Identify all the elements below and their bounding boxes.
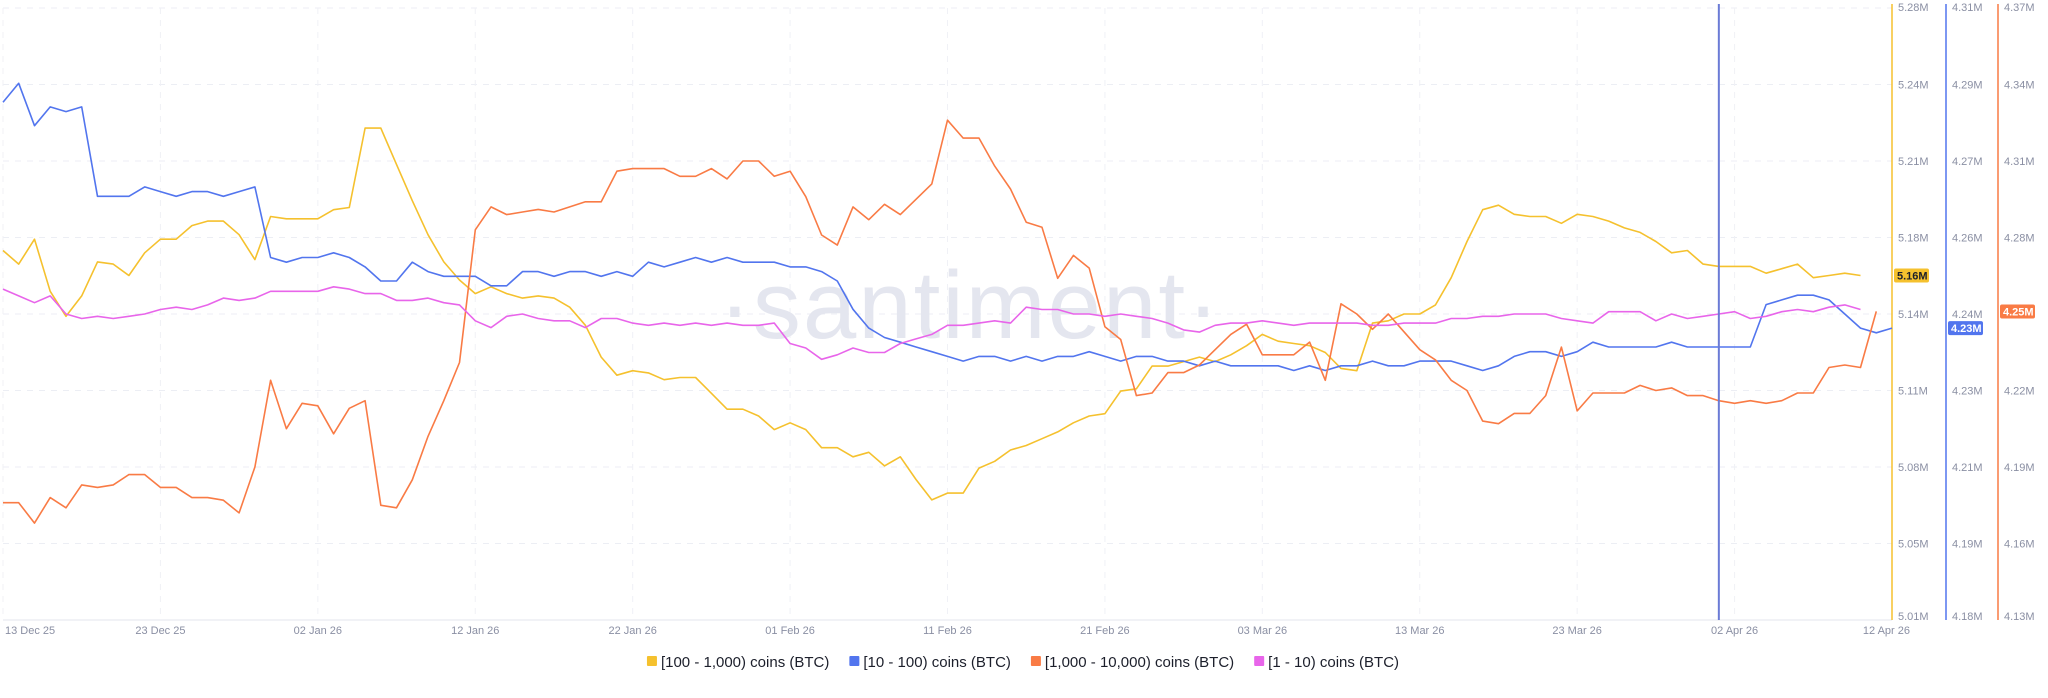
last-value-label: 4.25M bbox=[2003, 306, 2034, 318]
axes-layer: 13 Dec 25 23 Dec 25 02 Jan 26 12 Jan 26 22 J… bbox=[3, 2, 2035, 637]
legend-swatch-1 bbox=[849, 656, 860, 666]
y-tick-label: 5.14M bbox=[1898, 309, 1929, 321]
legend: [100 - 1,000) coins (BTC) [10 - 100) coin… bbox=[646, 654, 1399, 671]
legend-label-1: [10 - 100) coins (BTC) bbox=[863, 654, 1011, 671]
series-line-3 bbox=[2, 285, 1861, 361]
y-tick-label: 4.34M bbox=[2004, 80, 2035, 92]
labels-layer: 5.16M 4.23M 4.25M bbox=[1894, 268, 2035, 336]
y-tick-label: 4.16M bbox=[2004, 539, 2035, 551]
y-tick-label: 5.11M bbox=[1898, 386, 1928, 398]
y-tick-label: 5.21M bbox=[1898, 156, 1929, 168]
x-tick-label: 11 Feb 26 bbox=[923, 625, 972, 637]
y-tick-label: 4.13M bbox=[2004, 611, 2035, 623]
y-tick-label: 4.19M bbox=[2004, 462, 2035, 474]
y-tick-label: 4.29M bbox=[1952, 80, 1983, 92]
x-tick-label: 01 Feb 26 bbox=[765, 625, 815, 637]
x-tick-label: 23 Mar 26 bbox=[1552, 625, 1602, 637]
legend-label-0: [100 - 1,000) coins (BTC) bbox=[661, 654, 829, 671]
legend-swatch-0 bbox=[646, 656, 657, 666]
y-tick-label: 4.27M bbox=[1952, 156, 1983, 168]
y-tick-label: 4.31M bbox=[1952, 2, 1983, 14]
y-tick-label: 5.01M bbox=[1898, 611, 1929, 623]
y-tick-label: 5.05M bbox=[1898, 539, 1929, 551]
y-tick-label: 4.19M bbox=[1952, 539, 1983, 551]
y-tick-label: 4.22M bbox=[2004, 386, 2035, 398]
series-line-2 bbox=[3, 119, 1878, 524]
x-tick-label: 12 Apr 26 bbox=[1863, 625, 1910, 637]
last-value-label: 5.16M bbox=[1897, 270, 1928, 282]
x-tick-label: 13 Dec 25 bbox=[5, 625, 55, 637]
y-tick-label: 5.18M bbox=[1898, 233, 1929, 245]
series-line-0 bbox=[2, 127, 1861, 501]
x-tick-label: 02 Apr 26 bbox=[1711, 625, 1758, 637]
x-tick-label: 02 Jan 26 bbox=[294, 625, 342, 637]
y-tick-label: 4.21M bbox=[1952, 462, 1983, 474]
legend-label-3: [1 - 10) coins (BTC) bbox=[1268, 654, 1399, 671]
y-tick-label: 4.28M bbox=[2004, 233, 2035, 245]
x-tick-label: 13 Mar 26 bbox=[1395, 625, 1445, 637]
watermark: ·santiment· bbox=[719, 252, 1221, 359]
x-tick-label: 23 Dec 25 bbox=[135, 625, 185, 637]
y-tick-label: 4.24M bbox=[1952, 309, 1983, 321]
legend-swatch-2 bbox=[1030, 656, 1041, 666]
y-tick-label: 4.18M bbox=[1952, 611, 1983, 623]
y-tick-label: 5.24M bbox=[1898, 80, 1929, 92]
y-tick-label: 4.23M bbox=[1952, 386, 1983, 398]
x-tick-label: 22 Jan 26 bbox=[609, 625, 657, 637]
y-tick-label: 4.37M bbox=[2004, 2, 2035, 14]
last-value-badge bbox=[1894, 268, 1929, 283]
series-layer bbox=[2, 82, 1893, 524]
y-tick-label: 5.28M bbox=[1898, 2, 1929, 14]
y-tick-label: 4.26M bbox=[1952, 233, 1983, 245]
x-tick-label: 03 Mar 26 bbox=[1238, 625, 1288, 637]
legend-label-2: [1,000 - 10,000) coins (BTC) bbox=[1045, 654, 1234, 671]
last-value-label: 4.23M bbox=[1951, 323, 1982, 335]
x-tick-label: 12 Jan 26 bbox=[451, 625, 499, 637]
legend-swatch-3 bbox=[1254, 656, 1265, 666]
series-line-1 bbox=[2, 82, 1893, 372]
y-tick-label: 5.08M bbox=[1898, 462, 1929, 474]
last-value-badge bbox=[2000, 304, 2035, 319]
x-tick-label: 21 Feb 26 bbox=[1080, 625, 1130, 637]
last-value-badge bbox=[1948, 321, 1983, 336]
y-tick-label: 4.31M bbox=[2004, 156, 2035, 168]
